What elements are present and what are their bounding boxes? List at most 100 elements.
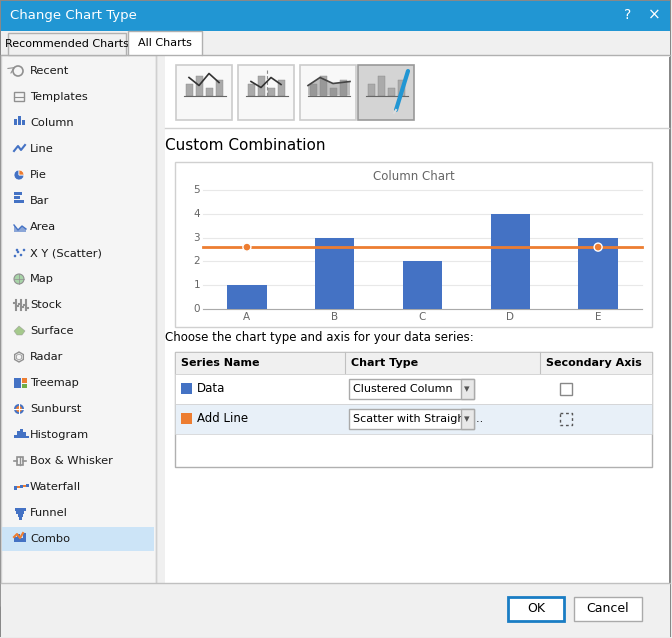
Bar (14, 92, 24, 101)
Bar (238, 65, 294, 120)
Bar (2, 527, 154, 551)
Text: Bar: Bar (30, 196, 49, 206)
Text: ▾: ▾ (464, 384, 470, 394)
Bar (17, 534, 19, 542)
Text: 1: 1 (194, 280, 200, 290)
Text: Data: Data (197, 383, 225, 396)
Bar (17, 486, 19, 488)
Text: Line: Line (30, 144, 54, 154)
Bar (175, 352, 652, 374)
Text: Waterfall: Waterfall (30, 482, 81, 492)
Bar (196, 75, 203, 96)
Text: Area: Area (30, 222, 56, 232)
Bar (175, 404, 652, 434)
Circle shape (15, 249, 18, 251)
Bar (23, 485, 26, 487)
Bar (20, 538, 22, 542)
Text: Add Line: Add Line (197, 413, 248, 426)
Circle shape (19, 254, 22, 256)
Bar (216, 80, 223, 96)
Bar (227, 285, 267, 309)
Text: Stock: Stock (30, 300, 62, 310)
Bar (14, 486, 17, 490)
Bar (20, 429, 22, 438)
Text: 0: 0 (194, 304, 200, 314)
Text: Histogram: Histogram (30, 430, 89, 440)
Circle shape (13, 255, 16, 257)
Text: ×: × (648, 8, 661, 22)
Bar (20, 485, 22, 488)
Text: Sunburst: Sunburst (30, 404, 81, 414)
Text: Column Chart: Column Chart (373, 170, 454, 182)
Bar (258, 75, 265, 96)
Bar (14, 196, 20, 199)
Bar (175, 352, 652, 467)
Bar (349, 379, 474, 399)
Text: ▾: ▾ (464, 414, 470, 424)
Bar (579, 237, 618, 309)
Text: Change Chart Type: Change Chart Type (10, 10, 137, 22)
Bar (358, 65, 414, 120)
Bar (128, 31, 202, 55)
Text: Recommended Charts: Recommended Charts (5, 39, 129, 49)
Bar (278, 80, 285, 96)
Bar (165, 55, 669, 606)
Circle shape (17, 251, 19, 253)
Bar (315, 237, 354, 309)
Circle shape (23, 249, 26, 251)
Circle shape (14, 404, 24, 414)
Bar (22, 378, 27, 383)
Text: Clustered Column: Clustered Column (353, 384, 453, 394)
Text: Templates: Templates (30, 92, 88, 102)
Text: Radar: Radar (30, 352, 63, 362)
Bar (17, 431, 19, 438)
Bar (310, 84, 317, 96)
Bar (206, 87, 213, 96)
Text: B: B (331, 312, 338, 322)
Bar (574, 597, 642, 621)
Bar (1, 583, 670, 637)
Bar (17, 514, 22, 517)
Text: Funnel: Funnel (30, 508, 68, 518)
Bar (23, 432, 26, 438)
Circle shape (243, 243, 251, 251)
Text: Chart Type: Chart Type (351, 358, 418, 368)
Text: All Charts: All Charts (138, 38, 192, 48)
Text: 5: 5 (194, 185, 200, 195)
Bar (248, 84, 255, 96)
Bar (16, 511, 24, 514)
Text: Recent: Recent (30, 66, 69, 76)
Bar (22, 120, 25, 125)
Text: Secondary Axis: Secondary Axis (546, 358, 642, 368)
Bar (378, 75, 385, 96)
Polygon shape (14, 326, 25, 335)
Bar (320, 75, 327, 96)
Bar (15, 508, 26, 510)
Text: Map: Map (30, 274, 54, 284)
Bar (461, 379, 474, 399)
Bar (349, 409, 474, 429)
Bar (18, 116, 21, 125)
Bar (560, 383, 572, 395)
Bar (1, 31, 670, 57)
Text: Box & Whisker: Box & Whisker (30, 456, 113, 466)
Text: E: E (595, 312, 601, 322)
Bar (403, 262, 442, 309)
Text: C: C (419, 312, 426, 322)
Wedge shape (19, 170, 24, 175)
Bar (268, 87, 275, 96)
Bar (1, 1, 670, 31)
Bar (398, 80, 405, 96)
Text: Surface: Surface (30, 326, 73, 336)
Bar (461, 409, 474, 429)
Bar (14, 435, 17, 438)
Text: 2: 2 (194, 256, 200, 267)
Circle shape (16, 406, 22, 412)
Bar (14, 119, 17, 125)
Bar (1, 55, 156, 606)
Text: A: A (243, 312, 251, 322)
Text: Custom Combination: Custom Combination (165, 138, 325, 152)
Bar (175, 374, 652, 404)
Text: ?: ? (624, 8, 632, 22)
Text: Choose the chart type and axis for your data series:: Choose the chart type and axis for your … (165, 332, 474, 345)
